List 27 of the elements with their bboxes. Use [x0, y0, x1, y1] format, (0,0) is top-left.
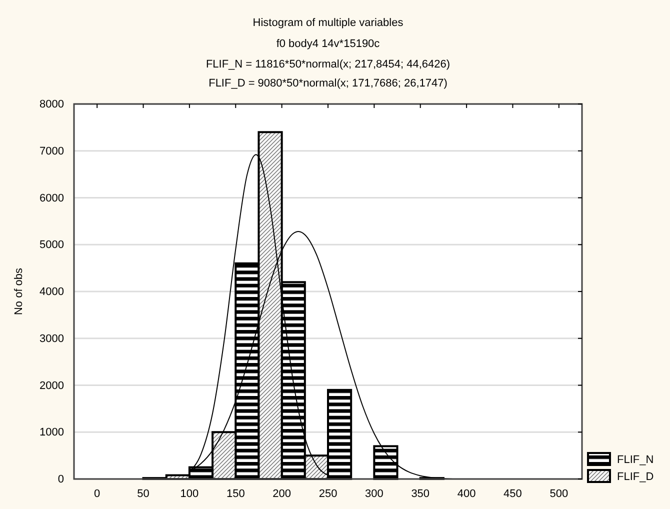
x-tick-label: 150	[226, 488, 245, 500]
x-tick-label: 100	[180, 488, 199, 500]
y-tick-label: 0	[58, 474, 64, 486]
x-tick-label: 450	[504, 488, 522, 500]
x-tick-label: 250	[318, 488, 338, 500]
x-tick-label: 400	[457, 488, 476, 500]
chart-subtitle: f0 body4 14v*15190c	[276, 38, 380, 50]
y-tick-label: 4000	[40, 286, 64, 298]
chart-title: Histogram of multiple variables	[252, 17, 404, 29]
x-tick-label: 200	[272, 488, 291, 500]
x-tick-label: 350	[411, 488, 430, 500]
y-tick-label: 7000	[40, 145, 64, 158]
y-tick-label: 8000	[40, 98, 64, 111]
x-tick-label: 50	[137, 488, 150, 500]
text: FLIF_N = 11816*50*normal(x; 217,8454; 44,6426)	[206, 58, 450, 70]
y-tick-label: 3000	[40, 332, 64, 345]
legend-label: FLIF_N	[617, 454, 654, 466]
y-axis-title: No of obs	[13, 267, 25, 316]
y-tick-label: 5000	[40, 239, 64, 252]
y-tick-label: 6000	[40, 192, 64, 204]
y-tick-label: 1000	[40, 426, 64, 439]
x-tick-label: 300	[365, 488, 384, 500]
text: FLIF_D = 9080*50*normal(x; 171,7686; 26,1747)	[208, 78, 448, 90]
legend-label: FLIF_D	[617, 471, 654, 483]
x-tick-label: 500	[550, 488, 568, 500]
x-tick-label: 0	[94, 488, 100, 500]
y-tick-label: 2000	[40, 380, 64, 392]
